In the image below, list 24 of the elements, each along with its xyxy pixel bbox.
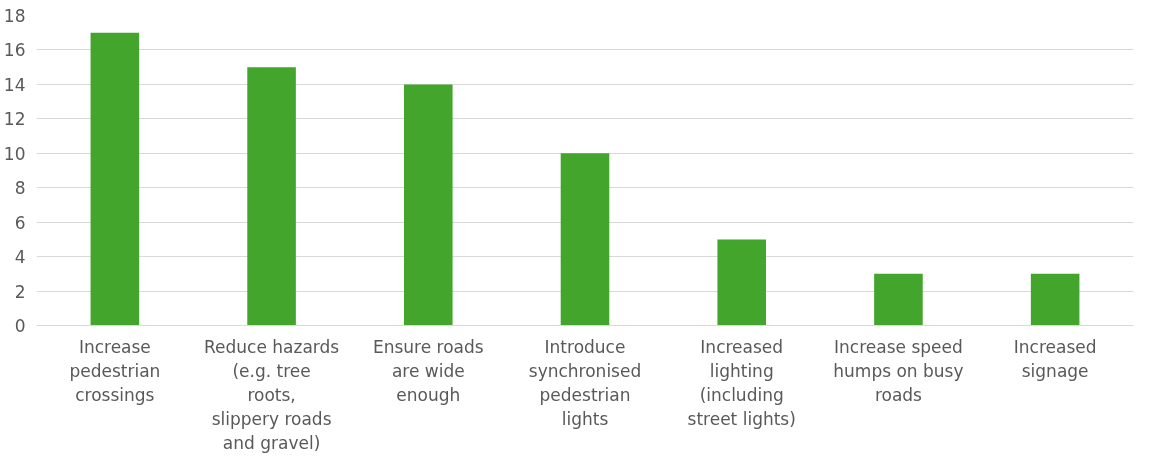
- y-tick-label: 8: [14, 178, 26, 199]
- y-tick-label: 2: [14, 281, 26, 302]
- y-tick-label: 12: [3, 109, 26, 130]
- x-tick-label: Increased lighting (including street lights): [687, 336, 796, 429]
- bar: [403, 84, 453, 326]
- x-tick-label: Introduce synchronised pedestrian lights: [528, 336, 642, 429]
- bar: [717, 239, 767, 326]
- x-tick-label: Ensure roads are wide enough: [372, 336, 484, 405]
- bar: [90, 32, 140, 326]
- x-tick-label: Increase speed humps on busy roads: [833, 336, 964, 405]
- bar: [247, 67, 296, 326]
- y-tick-label: 14: [3, 74, 26, 95]
- x-tick-label: Reduce hazards (e.g. tree roots, slippery roads and gravel): [203, 336, 340, 453]
- y-tick-label: 4: [14, 247, 26, 268]
- y-tick-label: 16: [3, 40, 26, 61]
- y-tick-label: 10: [3, 143, 26, 164]
- y-tick-label: 6: [14, 212, 26, 233]
- y-tick-label: 18: [3, 6, 26, 26]
- bar: [874, 273, 923, 326]
- x-tick-label: Increase pedestrian crossings: [69, 336, 161, 405]
- bar: [560, 153, 610, 326]
- y-tick-label: 0: [14, 316, 26, 336]
- bar: [1030, 273, 1080, 326]
- x-tick-label: Increased signage: [1013, 336, 1097, 381]
